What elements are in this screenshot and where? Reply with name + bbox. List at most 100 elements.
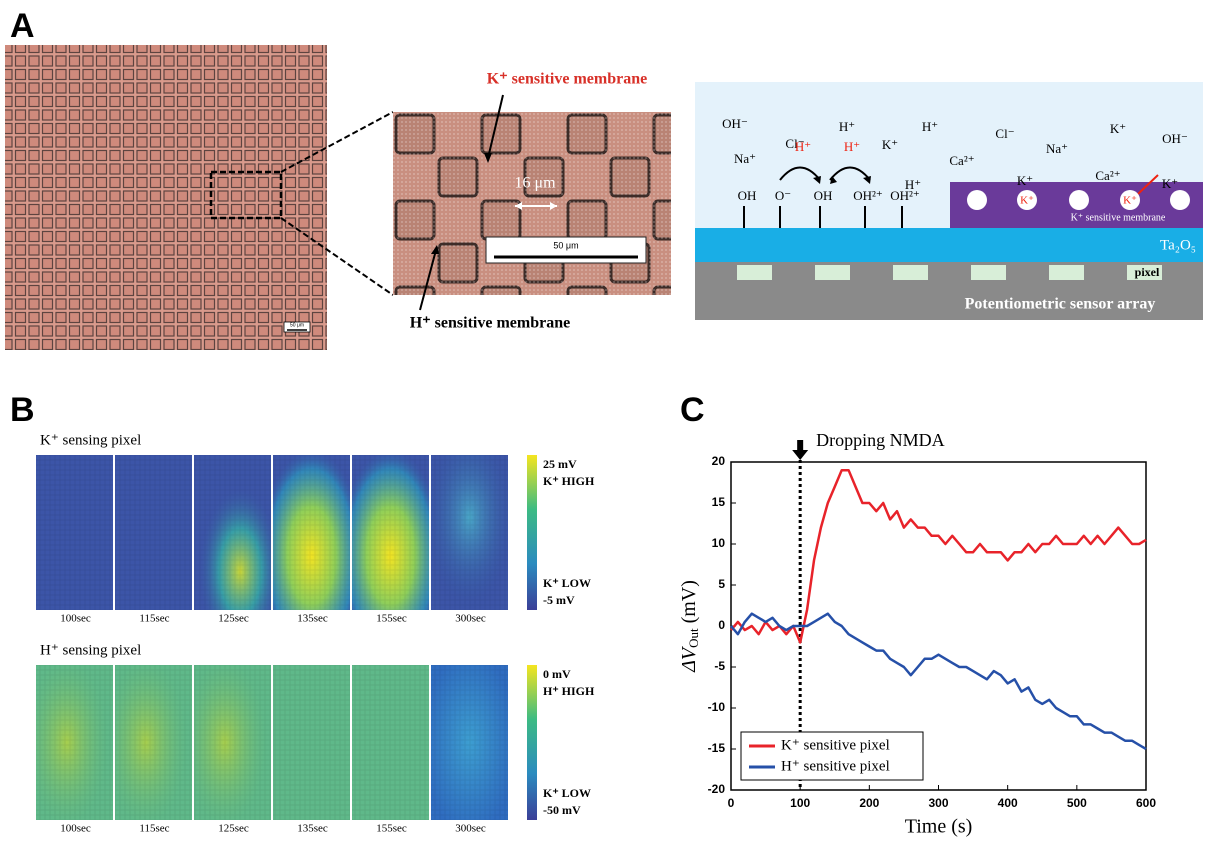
- y-tick-label: -20: [708, 782, 726, 796]
- ion: Na⁺: [734, 151, 756, 166]
- substrate-label: Potentiometric sensor array: [965, 296, 1156, 313]
- pixel-grid: [36, 665, 113, 820]
- scale-label: K⁺ HIGH: [543, 474, 595, 488]
- pixel-grid: [194, 665, 271, 820]
- time-label: 155sec: [376, 823, 407, 835]
- pixel-grid: [352, 455, 429, 610]
- series-line: [731, 614, 1146, 749]
- scale-label: K⁺ LOW: [543, 786, 591, 800]
- panel-label: B: [10, 391, 35, 429]
- x-tick-label: 0: [728, 796, 735, 810]
- y-tick-label: 20: [712, 454, 726, 468]
- time-label: 115sec: [139, 613, 169, 625]
- pixel-grid: [115, 665, 192, 820]
- site: [967, 190, 987, 210]
- pixel-grid: [431, 665, 508, 820]
- row-title: K⁺ sensing pixel: [40, 432, 141, 448]
- schematic: K⁺ sensitive membrane Ta₂O₅ Potentiometr…: [695, 82, 1203, 320]
- surface-group: OH²⁺: [853, 188, 883, 203]
- membrane-label: H⁺ sensitive membrane: [410, 315, 570, 332]
- panel-label: A: [10, 7, 35, 45]
- pixel-grid: [352, 665, 429, 820]
- y-tick-label: -15: [708, 741, 726, 755]
- pixel-grid: [36, 455, 113, 610]
- ion: Cl⁻: [995, 126, 1014, 141]
- surface-group: O⁻: [775, 188, 791, 203]
- pixel: [971, 265, 1006, 280]
- ion: H⁺: [922, 119, 938, 134]
- ion: OH⁻: [1162, 131, 1188, 146]
- y-title-sub: Out: [686, 628, 701, 648]
- colorbar: [527, 455, 537, 610]
- exchanged-ion: H⁺: [795, 139, 811, 154]
- scale-label: 0 mV: [543, 667, 571, 681]
- oxide-layer: [695, 228, 1203, 262]
- heatmaps: K⁺ sensing pixel 100sec 115sec 125sec 135sec…: [36, 432, 595, 834]
- pixel-grid: [115, 455, 192, 610]
- y-tick-label: -10: [708, 700, 726, 714]
- legend-label: K⁺ sensitive pixel: [781, 737, 890, 753]
- series-line: [731, 470, 1146, 642]
- ion: K⁺: [1017, 173, 1033, 188]
- y-tick-label: 10: [712, 536, 726, 550]
- membrane-ion: K⁺: [1123, 195, 1137, 207]
- time-label: 300sec: [455, 823, 486, 835]
- surface-group: OH²⁺: [890, 188, 920, 203]
- x-axis-title: Time (s): [905, 816, 973, 838]
- time-label: 100sec: [60, 823, 91, 835]
- ion: H⁺: [839, 119, 855, 134]
- membrane-label: K⁺ sensitive membrane: [487, 71, 647, 88]
- time-label: 300sec: [455, 613, 486, 625]
- surface-group: OH: [814, 188, 833, 203]
- x-tick-label: 100: [790, 796, 810, 810]
- time-label: 135sec: [297, 823, 328, 835]
- site: [1069, 190, 1089, 210]
- legend-label: H⁺ sensitive pixel: [781, 758, 890, 774]
- zoom-texture: [393, 112, 671, 295]
- pixel: [893, 265, 928, 280]
- spacing-label: 16 μm: [514, 175, 556, 192]
- y-tick-label: -5: [714, 659, 725, 673]
- pixel: [815, 265, 850, 280]
- colorbar: [527, 665, 537, 820]
- pixel: [1049, 265, 1084, 280]
- site: [1170, 190, 1190, 210]
- y-tick-label: 15: [712, 495, 726, 509]
- x-tick-label: 600: [1136, 796, 1156, 810]
- surface-group: OH: [738, 188, 757, 203]
- micrograph: [5, 45, 327, 350]
- ion: Na⁺: [1046, 141, 1068, 156]
- membrane-ion: K⁺: [1020, 195, 1034, 207]
- pixel-grid: [273, 455, 350, 610]
- ion: K⁺: [1110, 121, 1126, 136]
- pixel-grid: [431, 455, 508, 610]
- scale-label: 50 μm: [290, 322, 304, 328]
- event-arrow: [792, 440, 808, 460]
- time-label: 125sec: [218, 613, 249, 625]
- y-title-main: ΔV: [678, 645, 700, 673]
- y-tick-label: 0: [718, 618, 725, 632]
- pixel-grid: [273, 665, 350, 820]
- ion: Ca²⁺: [1095, 168, 1120, 183]
- time-label: 155sec: [376, 613, 407, 625]
- figure: A 50 μm 50 μm 16 μm K⁺ sensitive membran…: [0, 0, 1207, 846]
- event-label: Dropping NMDA: [816, 430, 945, 450]
- x-tick-label: 400: [998, 796, 1018, 810]
- scale-label: -50 mV: [543, 803, 581, 817]
- oxide-label: Ta₂O₅: [1160, 237, 1196, 253]
- pixel-label: pixel: [1135, 265, 1160, 279]
- time-label: 135sec: [297, 613, 328, 625]
- scale-label: 50 μm: [553, 240, 578, 250]
- y-axis-title: ΔVOut (mV): [678, 580, 701, 673]
- ion: K⁺: [882, 137, 898, 152]
- time-label: 125sec: [218, 823, 249, 835]
- scale-label: H⁺ HIGH: [543, 684, 595, 698]
- x-tick-label: 500: [1067, 796, 1087, 810]
- pixel: [737, 265, 772, 280]
- y-title-unit: (mV): [678, 580, 700, 628]
- panel-label: C: [680, 391, 705, 429]
- ion: K⁺: [1162, 176, 1178, 191]
- scale-label: K⁺ LOW: [543, 576, 591, 590]
- row-title: H⁺ sensing pixel: [40, 642, 141, 658]
